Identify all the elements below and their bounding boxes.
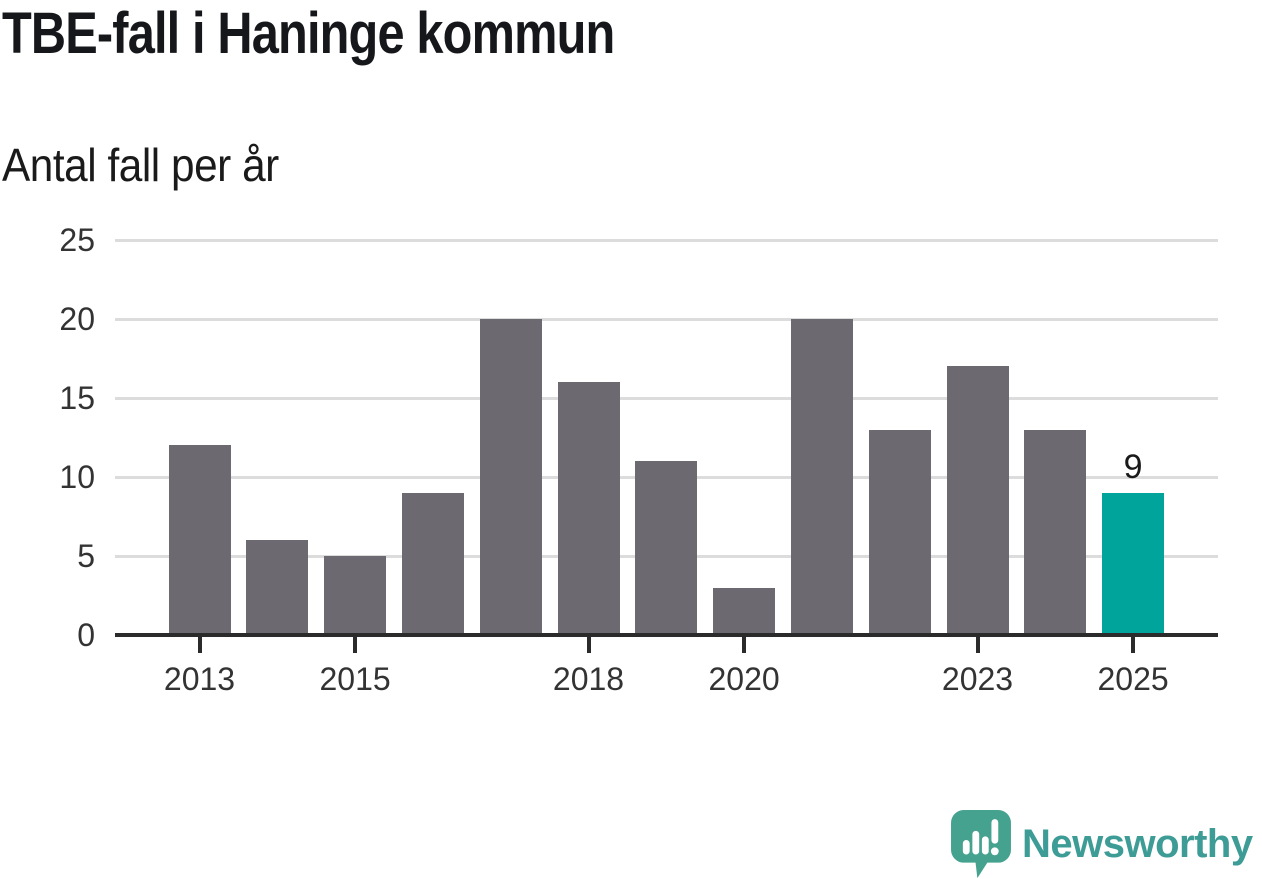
gridline-15 — [115, 397, 1218, 400]
bar-2018 — [557, 382, 620, 635]
x-tick-2023 — [975, 637, 980, 653]
x-tick-label-2013: 2013 — [163, 661, 236, 697]
x-axis-line — [115, 633, 1218, 637]
bar-2019 — [635, 461, 698, 635]
x-tick-label-2023: 2023 — [941, 661, 1014, 697]
chart-subtitle: Antal fall per år — [2, 139, 279, 191]
bar-2020 — [713, 587, 776, 635]
y-tick-label-0: 0 — [77, 617, 95, 653]
x-tick-2025 — [1131, 637, 1136, 653]
y-tick-label-20: 20 — [59, 301, 95, 337]
bar-2015 — [324, 556, 387, 635]
newsworthy-logo-icon — [951, 810, 1011, 879]
x-tick-label-2025: 2025 — [1097, 661, 1169, 697]
brand-footer: Newsworthy — [948, 810, 1253, 879]
x-tick-label-2020: 2020 — [708, 661, 780, 697]
highlight-value-label: 9 — [1123, 447, 1143, 486]
x-tick-label-2018: 2018 — [552, 661, 625, 697]
brand-name: Newsworthy — [1022, 822, 1253, 866]
gridline-20 — [115, 318, 1218, 321]
y-tick-label-5: 5 — [77, 538, 95, 574]
bar-2014 — [246, 540, 309, 635]
bar-2013 — [168, 445, 231, 635]
y-tick-label-25: 25 — [59, 222, 95, 258]
bar-2021 — [790, 319, 853, 635]
y-tick-label-15: 15 — [59, 380, 95, 416]
y-tick-label-10: 10 — [59, 459, 95, 495]
x-tick-2018 — [586, 637, 591, 653]
bar-2017 — [479, 319, 542, 635]
bar-2022 — [868, 429, 931, 635]
bar-2024 — [1024, 429, 1087, 635]
bar-2023 — [946, 366, 1009, 635]
chart-title: TBE-fall i Haninge kommun — [2, 1, 615, 66]
bar-2016 — [401, 492, 464, 635]
x-tick-label-2015: 2015 — [319, 661, 391, 697]
x-tick-2020 — [742, 637, 747, 653]
gridline-25 — [115, 239, 1218, 242]
x-tick-2015 — [353, 637, 358, 653]
bar-2025 — [1102, 492, 1165, 635]
x-tick-2013 — [197, 637, 202, 653]
